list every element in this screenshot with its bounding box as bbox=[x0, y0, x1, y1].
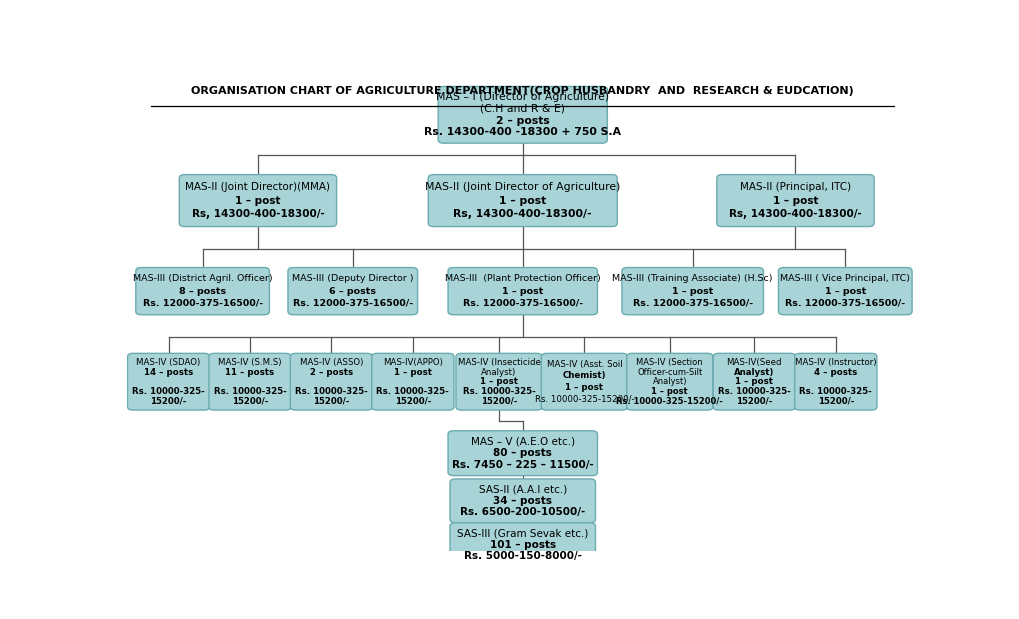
Text: Rs. 10000-325-15200/-: Rs. 10000-325-15200/- bbox=[534, 395, 634, 404]
Text: Rs. 10000-325-: Rs. 10000-325- bbox=[294, 387, 368, 396]
FancyBboxPatch shape bbox=[290, 353, 372, 410]
FancyBboxPatch shape bbox=[127, 353, 210, 410]
Text: MAS-IV(Seed: MAS-IV(Seed bbox=[726, 358, 782, 367]
Text: Analyst): Analyst) bbox=[652, 377, 687, 386]
FancyBboxPatch shape bbox=[449, 523, 595, 566]
FancyBboxPatch shape bbox=[447, 431, 597, 475]
FancyBboxPatch shape bbox=[622, 267, 762, 314]
Text: ORGANISATION CHART OF AGRICULTURE DEPARTMENT(CROP HUSBANDRY  AND  RESEARCH & EUD: ORGANISATION CHART OF AGRICULTURE DEPART… bbox=[192, 86, 853, 96]
Text: Analyst): Analyst) bbox=[481, 368, 517, 377]
Text: Rs. 7450 – 225 – 11500/-: Rs. 7450 – 225 – 11500/- bbox=[451, 460, 593, 470]
Text: Rs. 10000-325-: Rs. 10000-325- bbox=[376, 387, 448, 396]
Text: 1 – post: 1 – post bbox=[393, 368, 431, 377]
Text: MAS-IV (Asst. Soil: MAS-IV (Asst. Soil bbox=[546, 360, 622, 369]
Text: 101 – posts: 101 – posts bbox=[489, 540, 555, 550]
Text: Rs. 10000-325-: Rs. 10000-325- bbox=[799, 387, 871, 396]
Text: Rs. 6500-200-10500/-: Rs. 6500-200-10500/- bbox=[460, 507, 585, 517]
FancyBboxPatch shape bbox=[777, 267, 911, 314]
Text: Rs. 12000-375-16500/-: Rs. 12000-375-16500/- bbox=[463, 299, 582, 308]
Text: Rs. 14300-400 -18300 + 750 S.A: Rs. 14300-400 -18300 + 750 S.A bbox=[424, 128, 621, 137]
Text: MAS-IV (ASSO): MAS-IV (ASSO) bbox=[300, 358, 363, 367]
FancyBboxPatch shape bbox=[794, 353, 876, 410]
Text: Rs. 12000-375-16500/-: Rs. 12000-375-16500/- bbox=[785, 299, 905, 308]
Text: MAS-IV (Section: MAS-IV (Section bbox=[636, 358, 702, 367]
Text: 34 – posts: 34 – posts bbox=[493, 496, 551, 506]
Text: 8 – posts: 8 – posts bbox=[179, 287, 226, 296]
FancyBboxPatch shape bbox=[438, 87, 606, 143]
Text: Rs. 10000-325-: Rs. 10000-325- bbox=[717, 387, 790, 396]
Text: 1 – post: 1 – post bbox=[480, 377, 518, 386]
Text: MAS-III  (Plant Protection Officer): MAS-III (Plant Protection Officer) bbox=[444, 274, 600, 284]
Text: 15200/-: 15200/- bbox=[231, 396, 268, 405]
Text: MAS-IV (Insecticide: MAS-IV (Insecticide bbox=[458, 358, 540, 367]
Text: 15200/-: 15200/- bbox=[313, 396, 350, 405]
Text: 14 – posts: 14 – posts bbox=[144, 368, 193, 377]
Text: Rs. 12000-375-16500/-: Rs. 12000-375-16500/- bbox=[632, 299, 752, 308]
Text: MAS-II (Principal, ITC): MAS-II (Principal, ITC) bbox=[739, 182, 850, 192]
Text: 15200/-: 15200/- bbox=[736, 396, 771, 405]
Text: 1 – post: 1 – post bbox=[498, 196, 546, 206]
Text: Rs. 10000-325-: Rs. 10000-325- bbox=[132, 387, 205, 396]
Text: MAS-IV (SDAO): MAS-IV (SDAO) bbox=[137, 358, 201, 367]
Text: MAS – I (Director of Agriculture): MAS – I (Director of Agriculture) bbox=[436, 92, 608, 102]
FancyBboxPatch shape bbox=[209, 353, 290, 410]
Text: 15200/-: 15200/- bbox=[394, 396, 431, 405]
Text: MAS-IV(APPO): MAS-IV(APPO) bbox=[382, 358, 442, 367]
Text: MAS-IV (S.M.S): MAS-IV (S.M.S) bbox=[218, 358, 281, 367]
FancyBboxPatch shape bbox=[712, 353, 795, 410]
FancyBboxPatch shape bbox=[287, 267, 417, 314]
Text: MAS – V (A.E.O etc.): MAS – V (A.E.O etc.) bbox=[470, 436, 575, 447]
Text: 1 – post: 1 – post bbox=[823, 287, 865, 296]
Text: 1 – post: 1 – post bbox=[772, 196, 817, 206]
Text: MAS-III ( Vice Principal, ITC): MAS-III ( Vice Principal, ITC) bbox=[780, 274, 909, 284]
Text: MAS-III (Deputy Director ): MAS-III (Deputy Director ) bbox=[291, 274, 413, 284]
FancyBboxPatch shape bbox=[626, 353, 712, 410]
Text: Rs. 5000-150-8000/-: Rs. 5000-150-8000/- bbox=[464, 551, 581, 561]
FancyBboxPatch shape bbox=[455, 353, 541, 410]
Text: MAS-IV (Instructor): MAS-IV (Instructor) bbox=[794, 358, 875, 367]
Text: 1 – post: 1 – post bbox=[235, 196, 280, 206]
Text: MAS-III (Training Associate) (H.Sc): MAS-III (Training Associate) (H.Sc) bbox=[611, 274, 772, 284]
Text: Rs, 14300-400-18300/-: Rs, 14300-400-18300/- bbox=[729, 209, 861, 219]
Text: Rs, 14300-400-18300/-: Rs, 14300-400-18300/- bbox=[453, 209, 591, 219]
Text: SAS-III (Gram Sevak etc.): SAS-III (Gram Sevak etc.) bbox=[457, 529, 588, 539]
Text: 15200/-: 15200/- bbox=[817, 396, 853, 405]
Text: Rs, 14300-400-18300/-: Rs, 14300-400-18300/- bbox=[192, 209, 324, 219]
Text: 11 – posts: 11 – posts bbox=[225, 368, 274, 377]
Text: Analyst): Analyst) bbox=[734, 368, 773, 377]
FancyBboxPatch shape bbox=[541, 353, 627, 410]
Text: 2 – posts: 2 – posts bbox=[495, 116, 549, 126]
Text: 1 – post: 1 – post bbox=[651, 387, 688, 396]
Text: Rs. 12000-375-16500/-: Rs. 12000-375-16500/- bbox=[143, 299, 263, 308]
FancyBboxPatch shape bbox=[447, 267, 597, 314]
Text: MAS-III (District Agril. Officer): MAS-III (District Agril. Officer) bbox=[132, 274, 272, 284]
FancyBboxPatch shape bbox=[449, 479, 595, 523]
Text: 15200/-: 15200/- bbox=[480, 396, 517, 405]
FancyBboxPatch shape bbox=[371, 353, 453, 410]
Text: 6 – posts: 6 – posts bbox=[329, 287, 376, 296]
Text: Rs. 10000-325-: Rs. 10000-325- bbox=[463, 387, 535, 396]
Text: (C.H and R & E): (C.H and R & E) bbox=[480, 104, 565, 114]
Text: 2 – posts: 2 – posts bbox=[310, 368, 353, 377]
FancyBboxPatch shape bbox=[179, 175, 336, 227]
Text: Rs. 12000-375-16500/-: Rs. 12000-375-16500/- bbox=[292, 299, 413, 308]
Text: 1 – post: 1 – post bbox=[565, 383, 603, 392]
Text: 80 – posts: 80 – posts bbox=[493, 448, 551, 458]
Text: Chemist): Chemist) bbox=[562, 371, 605, 381]
Text: Rs. 10000-325-: Rs. 10000-325- bbox=[213, 387, 286, 396]
Text: 1 – post: 1 – post bbox=[501, 287, 543, 296]
Text: 15200/-: 15200/- bbox=[150, 396, 186, 405]
FancyBboxPatch shape bbox=[716, 175, 873, 227]
Text: MAS-II (Joint Director)(MMA): MAS-II (Joint Director)(MMA) bbox=[185, 182, 330, 192]
Text: 1 – post: 1 – post bbox=[672, 287, 712, 296]
Text: SAS-II (A.A.I etc.): SAS-II (A.A.I etc.) bbox=[478, 485, 567, 495]
Text: Rs. 10000-325-15200/-: Rs. 10000-325-15200/- bbox=[615, 396, 722, 405]
Text: Officer-cum-Silt: Officer-cum-Silt bbox=[637, 368, 702, 377]
Text: MAS-II (Joint Director of Agriculture): MAS-II (Joint Director of Agriculture) bbox=[425, 182, 620, 192]
FancyBboxPatch shape bbox=[428, 175, 616, 227]
Text: 1 – post: 1 – post bbox=[735, 377, 772, 386]
FancyBboxPatch shape bbox=[136, 267, 269, 314]
Text: 4 – posts: 4 – posts bbox=[813, 368, 857, 377]
